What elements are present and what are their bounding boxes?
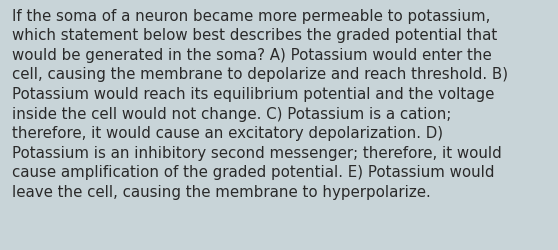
Text: If the soma of a neuron became more permeable to potassium,
which statement belo: If the soma of a neuron became more perm… bbox=[12, 9, 508, 199]
